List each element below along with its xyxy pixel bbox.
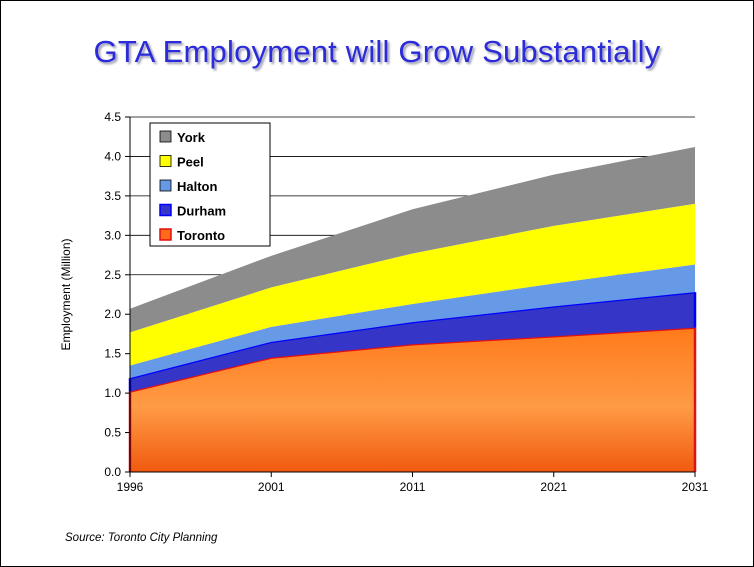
area-toronto — [130, 327, 695, 472]
y-tick-label: 1.0 — [104, 386, 121, 400]
area-york — [130, 146, 695, 333]
legend-swatch-york — [159, 130, 172, 143]
area-halton — [130, 264, 695, 379]
x-tick-label: 2031 — [682, 480, 709, 494]
y-tick-label: 0.5 — [104, 426, 121, 440]
y-tick-label: 0.0 — [104, 465, 121, 479]
x-tick-label: 1996 — [117, 480, 144, 494]
legend-swatch-halton — [159, 179, 172, 192]
y-tick-label: 2.5 — [104, 268, 121, 282]
y-tick-label: 3.5 — [104, 189, 121, 203]
legend-label-peel: Peel — [177, 155, 204, 170]
page-title: GTA Employment will Grow Substantially — [93, 34, 661, 69]
y-tick-label: 4.0 — [104, 149, 121, 163]
legend-label-york: York — [177, 130, 206, 145]
legend-swatch-toronto — [159, 228, 172, 241]
area-durham — [130, 292, 695, 392]
y-tick-label: 2.0 — [104, 307, 121, 321]
area-peel — [130, 203, 695, 366]
legend-label-durham: Durham — [177, 204, 226, 219]
legend-swatch-durham — [159, 203, 172, 217]
y-tick-label: 3.0 — [104, 228, 121, 242]
y-tick-label: 1.5 — [104, 347, 121, 361]
x-tick-label: 2011 — [400, 480, 426, 494]
legend-label-halton: Halton — [177, 179, 218, 194]
x-tick-label: 2021 — [540, 480, 567, 494]
x-tick-label: 2001 — [258, 480, 285, 494]
legend-swatch-peel — [159, 155, 172, 167]
source-note: Source: Toronto City Planning — [65, 532, 218, 544]
y-axis-label: Employment (Million) — [59, 238, 73, 350]
y-tick-label: 4.5 — [104, 110, 121, 124]
legend-label-toronto: Toronto — [177, 228, 225, 243]
